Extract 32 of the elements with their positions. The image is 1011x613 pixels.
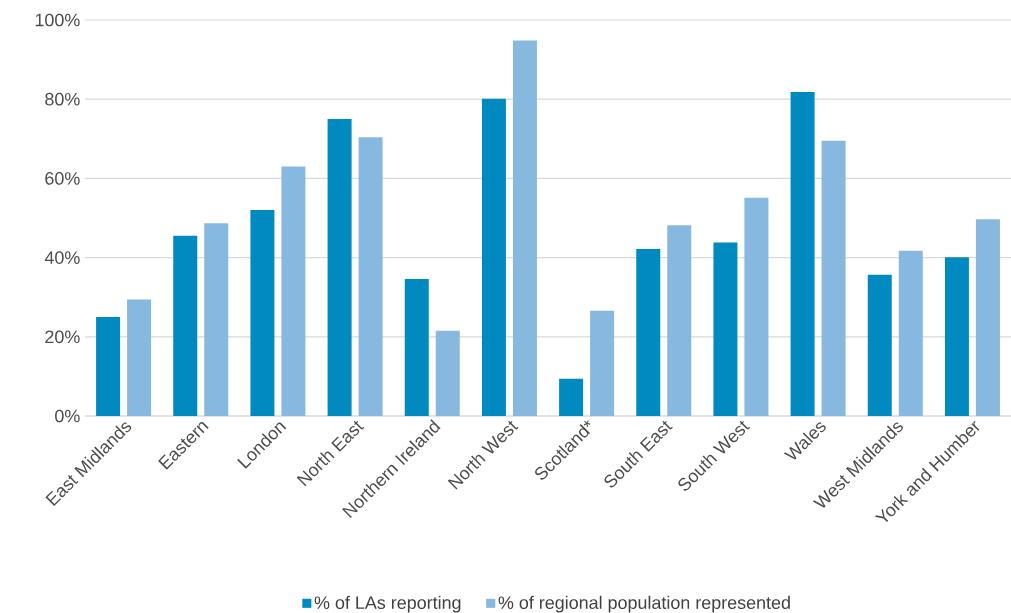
bar: [898, 250, 923, 416]
y-tick-label: 0%: [55, 409, 80, 423]
bar: [358, 137, 383, 416]
bar: [96, 317, 121, 416]
bar: [975, 219, 1000, 416]
y-tick-label: 20%: [45, 330, 80, 344]
bar: [821, 140, 846, 416]
bar: [744, 197, 769, 416]
bar: [281, 166, 306, 416]
y-tick-label: 40%: [44, 251, 80, 264]
bar: [481, 98, 506, 416]
bar: [790, 92, 815, 416]
bar: [590, 310, 615, 416]
bar: [435, 330, 460, 416]
bar: [559, 378, 584, 416]
legend-label: % of LAs reporting: [314, 595, 461, 613]
bar: [204, 223, 229, 416]
bar: [404, 278, 429, 416]
bar: [636, 248, 661, 416]
y-tick-label: 80%: [45, 92, 80, 106]
bar: [667, 225, 692, 416]
bar: [944, 257, 969, 416]
bar: [327, 119, 352, 416]
bar: [713, 242, 738, 416]
bar: [867, 274, 892, 416]
y-tick-label: 100%: [35, 13, 80, 27]
bar: [173, 235, 198, 416]
bar: [512, 40, 537, 416]
bar: [250, 210, 275, 416]
bar: [127, 299, 152, 416]
legend-label: % of regional population represented: [498, 595, 790, 613]
y-tick-label: 60%: [45, 172, 80, 185]
